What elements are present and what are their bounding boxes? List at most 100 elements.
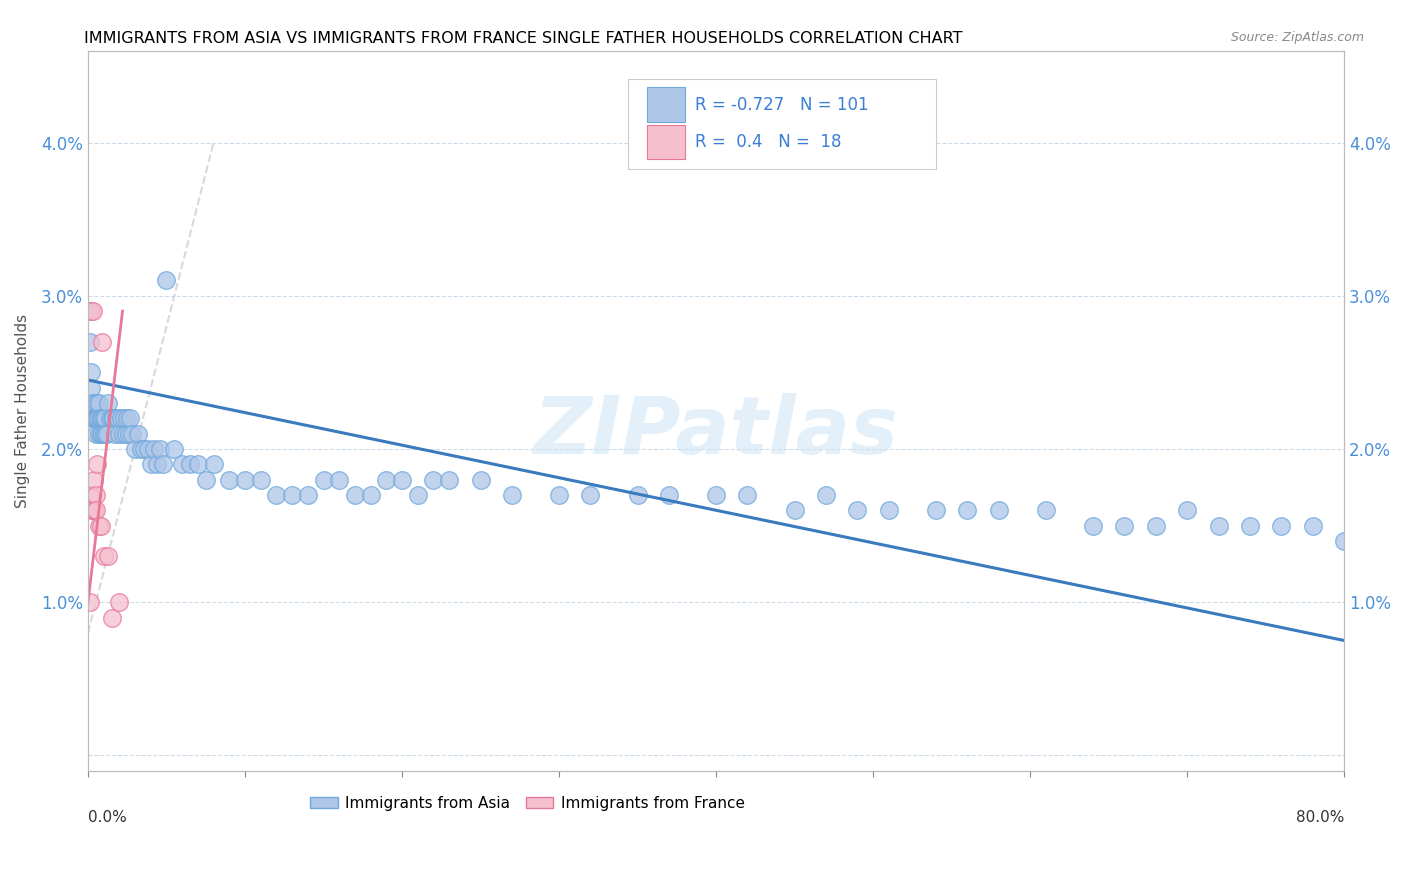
- Point: [91, 411, 114, 425]
- Point: [187, 458, 209, 472]
- Point: [86, 396, 108, 410]
- Point: [93, 426, 115, 441]
- Point: [737, 488, 759, 502]
- Point: [1081, 518, 1104, 533]
- Text: 0.0%: 0.0%: [89, 810, 127, 825]
- Point: [84, 411, 107, 425]
- Point: [343, 488, 366, 502]
- Point: [83, 503, 105, 517]
- Point: [112, 411, 135, 425]
- Point: [87, 411, 110, 425]
- Point: [91, 411, 114, 425]
- Point: [108, 595, 131, 609]
- Point: [115, 411, 138, 425]
- Point: [111, 426, 134, 441]
- Point: [84, 503, 107, 517]
- Point: [470, 473, 492, 487]
- Point: [80, 365, 103, 379]
- Point: [1333, 533, 1355, 548]
- Point: [86, 411, 108, 425]
- Point: [297, 488, 319, 502]
- Point: [956, 503, 979, 517]
- Text: 80.0%: 80.0%: [1296, 810, 1344, 825]
- Point: [80, 381, 103, 395]
- Point: [101, 411, 124, 425]
- Point: [194, 473, 217, 487]
- Point: [312, 473, 335, 487]
- Point: [422, 473, 444, 487]
- Point: [437, 473, 460, 487]
- Point: [626, 488, 648, 502]
- Point: [233, 473, 256, 487]
- Point: [82, 411, 104, 425]
- Point: [93, 411, 115, 425]
- Point: [120, 411, 142, 425]
- Point: [84, 488, 107, 502]
- Point: [152, 458, 174, 472]
- Point: [84, 411, 107, 425]
- Text: Source: ZipAtlas.com: Source: ZipAtlas.com: [1230, 31, 1364, 45]
- Point: [98, 411, 121, 425]
- Point: [658, 488, 681, 502]
- Point: [107, 411, 129, 425]
- Point: [548, 488, 571, 502]
- Point: [82, 411, 104, 425]
- Point: [110, 411, 132, 425]
- Point: [155, 273, 177, 287]
- Point: [172, 458, 194, 472]
- Point: [375, 473, 398, 487]
- Point: [87, 518, 110, 533]
- Point: [131, 442, 153, 456]
- Point: [79, 488, 101, 502]
- Point: [84, 426, 107, 441]
- Point: [266, 488, 288, 502]
- Point: [108, 426, 131, 441]
- Y-axis label: Single Father Households: Single Father Households: [15, 314, 30, 508]
- Point: [121, 426, 143, 441]
- Point: [105, 411, 128, 425]
- Point: [83, 396, 105, 410]
- Point: [704, 488, 727, 502]
- Point: [1114, 518, 1136, 533]
- Point: [139, 458, 162, 472]
- Point: [90, 426, 112, 441]
- Point: [846, 503, 869, 517]
- Point: [134, 442, 156, 456]
- Point: [1175, 503, 1198, 517]
- Point: [118, 426, 141, 441]
- Point: [100, 411, 122, 425]
- Point: [97, 549, 120, 564]
- Point: [127, 426, 149, 441]
- Point: [1239, 518, 1261, 533]
- Text: IMMIGRANTS FROM ASIA VS IMMIGRANTS FROM FRANCE SINGLE FATHER HOUSEHOLDS CORRELAT: IMMIGRANTS FROM ASIA VS IMMIGRANTS FROM …: [84, 31, 963, 46]
- Point: [202, 458, 225, 472]
- Point: [814, 488, 837, 502]
- Text: R = -0.727   N = 101: R = -0.727 N = 101: [695, 95, 869, 113]
- FancyBboxPatch shape: [647, 87, 685, 122]
- Point: [281, 488, 304, 502]
- Point: [94, 411, 117, 425]
- Point: [877, 503, 900, 517]
- Point: [406, 488, 429, 502]
- FancyBboxPatch shape: [647, 125, 685, 160]
- Point: [1035, 503, 1057, 517]
- Point: [91, 426, 114, 441]
- Point: [79, 304, 101, 318]
- Point: [114, 426, 136, 441]
- Text: R =  0.4   N =  18: R = 0.4 N = 18: [695, 133, 841, 151]
- Point: [87, 396, 110, 410]
- Point: [179, 458, 201, 472]
- Point: [80, 304, 103, 318]
- Point: [149, 442, 172, 456]
- Point: [328, 473, 350, 487]
- Point: [90, 518, 112, 533]
- Point: [925, 503, 948, 517]
- Point: [142, 442, 165, 456]
- Point: [100, 610, 122, 624]
- Point: [1208, 518, 1230, 533]
- Point: [987, 503, 1010, 517]
- Point: [83, 473, 105, 487]
- Point: [104, 426, 127, 441]
- Point: [249, 473, 271, 487]
- Point: [82, 503, 104, 517]
